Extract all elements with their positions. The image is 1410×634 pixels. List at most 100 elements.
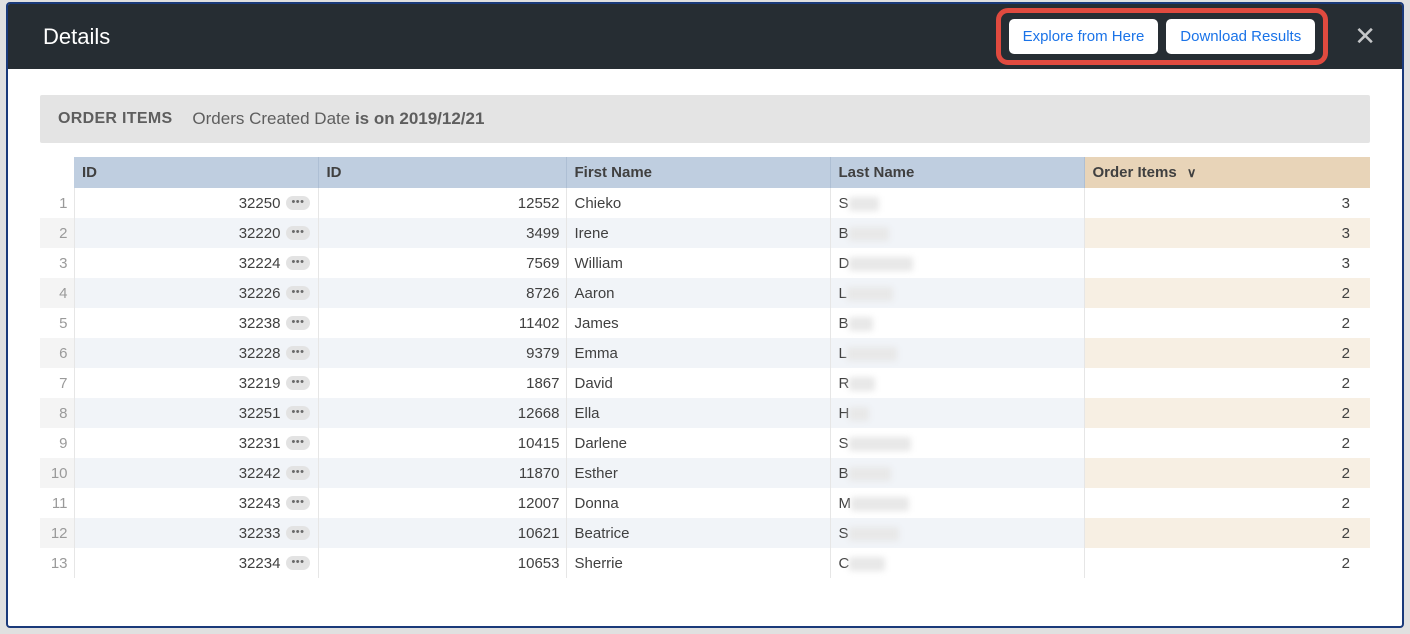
cell-order-items[interactable]: 2 (1084, 398, 1370, 428)
cell-order-items[interactable]: 2 (1084, 368, 1370, 398)
table-row[interactable]: 932231•••10415DarleneSxxxx2 (40, 428, 1370, 458)
cell-last-name[interactable]: Sxxxx (830, 518, 1084, 548)
cell-id1[interactable]: 32238••• (74, 308, 318, 338)
explore-from-here-button[interactable]: Explore from Here (1009, 19, 1159, 54)
cell-order-items[interactable]: 2 (1084, 518, 1370, 548)
cell-first-name[interactable]: Ella (566, 398, 830, 428)
cell-last-name[interactable]: Sxxxx (830, 188, 1084, 218)
cell-first-name[interactable]: Chieko (566, 188, 830, 218)
table-row[interactable]: 332224•••7569WilliamDxxxx3 (40, 248, 1370, 278)
cell-first-name[interactable]: William (566, 248, 830, 278)
cell-last-name[interactable]: Bxxxx (830, 218, 1084, 248)
cell-id2[interactable]: 7569 (318, 248, 566, 278)
row-actions-icon[interactable]: ••• (286, 196, 309, 210)
table-row[interactable]: 632228•••9379EmmaLxxxx2 (40, 338, 1370, 368)
col-header-first-name[interactable]: First Name (566, 157, 830, 188)
cell-id2[interactable]: 12007 (318, 488, 566, 518)
cell-last-name[interactable]: Rxxxx (830, 368, 1084, 398)
cell-id1[interactable]: 32250••• (74, 188, 318, 218)
cell-order-items[interactable]: 3 (1084, 218, 1370, 248)
cell-order-items[interactable]: 3 (1084, 248, 1370, 278)
cell-id2[interactable]: 12668 (318, 398, 566, 428)
cell-first-name[interactable]: David (566, 368, 830, 398)
cell-id2[interactable]: 9379 (318, 338, 566, 368)
cell-order-items[interactable]: 2 (1084, 428, 1370, 458)
cell-id1[interactable]: 32224••• (74, 248, 318, 278)
cell-id2[interactable]: 10621 (318, 518, 566, 548)
row-actions-icon[interactable]: ••• (286, 376, 309, 390)
cell-last-name[interactable]: Lxxxx (830, 338, 1084, 368)
cell-id1[interactable]: 32251••• (74, 398, 318, 428)
row-actions-icon[interactable]: ••• (286, 496, 309, 510)
col-header-last-name[interactable]: Last Name (830, 157, 1084, 188)
table-row[interactable]: 132250•••12552ChiekoSxxxx3 (40, 188, 1370, 218)
cell-id2[interactable]: 11402 (318, 308, 566, 338)
cell-last-name[interactable]: Lxxxx (830, 278, 1084, 308)
cell-first-name[interactable]: James (566, 308, 830, 338)
cell-order-items[interactable]: 2 (1084, 548, 1370, 578)
row-actions-icon[interactable]: ••• (286, 256, 309, 270)
cell-order-items[interactable]: 2 (1084, 308, 1370, 338)
cell-id2[interactable]: 10415 (318, 428, 566, 458)
table-row[interactable]: 1132243•••12007DonnaMxxxx2 (40, 488, 1370, 518)
cell-last-name[interactable]: Dxxxx (830, 248, 1084, 278)
cell-id2[interactable]: 11870 (318, 458, 566, 488)
cell-last-name[interactable]: Bxxxx (830, 308, 1084, 338)
cell-id1[interactable]: 32231••• (74, 428, 318, 458)
cell-id2[interactable]: 10653 (318, 548, 566, 578)
cell-first-name[interactable]: Aaron (566, 278, 830, 308)
row-actions-icon[interactable]: ••• (286, 466, 309, 480)
row-actions-icon[interactable]: ••• (286, 526, 309, 540)
cell-id2[interactable]: 8726 (318, 278, 566, 308)
cell-order-items[interactable]: 2 (1084, 458, 1370, 488)
cell-id1[interactable]: 32220••• (74, 218, 318, 248)
table-row[interactable]: 732219•••1867DavidRxxxx2 (40, 368, 1370, 398)
cell-first-name[interactable]: Sherrie (566, 548, 830, 578)
row-actions-icon[interactable]: ••• (286, 226, 309, 240)
cell-last-name[interactable]: Mxxxx (830, 488, 1084, 518)
cell-last-name[interactable]: Bxxxx (830, 458, 1084, 488)
table-row[interactable]: 232220•••3499IreneBxxxx3 (40, 218, 1370, 248)
table-row[interactable]: 432226•••8726AaronLxxxx2 (40, 278, 1370, 308)
cell-id1[interactable]: 32228••• (74, 338, 318, 368)
cell-first-name[interactable]: Darlene (566, 428, 830, 458)
table-row[interactable]: 1332234•••10653SherrieCxxxx2 (40, 548, 1370, 578)
col-header-order-items[interactable]: Order Items ∨ (1084, 157, 1370, 188)
cell-order-items[interactable]: 3 (1084, 188, 1370, 218)
cell-id2[interactable]: 3499 (318, 218, 566, 248)
table-row[interactable]: 1032242•••11870EstherBxxxx2 (40, 458, 1370, 488)
cell-last-name[interactable]: Sxxxx (830, 428, 1084, 458)
table-row[interactable]: 532238•••11402JamesBxxxx2 (40, 308, 1370, 338)
cell-first-name[interactable]: Irene (566, 218, 830, 248)
cell-order-items[interactable]: 2 (1084, 338, 1370, 368)
close-icon[interactable]: ✕ (1350, 17, 1380, 56)
cell-id2[interactable]: 12552 (318, 188, 566, 218)
cell-first-name[interactable]: Esther (566, 458, 830, 488)
cell-first-name[interactable]: Beatrice (566, 518, 830, 548)
row-actions-icon[interactable]: ••• (286, 556, 309, 570)
cell-id1[interactable]: 32219••• (74, 368, 318, 398)
row-actions-icon[interactable]: ••• (286, 316, 309, 330)
row-actions-icon[interactable]: ••• (286, 346, 309, 360)
cell-id2[interactable]: 1867 (318, 368, 566, 398)
cell-id1[interactable]: 32234••• (74, 548, 318, 578)
download-results-button[interactable]: Download Results (1166, 19, 1315, 54)
cell-id1[interactable]: 32243••• (74, 488, 318, 518)
last-name-initial: H (839, 405, 850, 422)
cell-id1[interactable]: 32226••• (74, 278, 318, 308)
table-row[interactable]: 1232233•••10621BeatriceSxxxx2 (40, 518, 1370, 548)
row-actions-icon[interactable]: ••• (286, 406, 309, 420)
cell-id1[interactable]: 32242••• (74, 458, 318, 488)
row-actions-icon[interactable]: ••• (286, 436, 309, 450)
cell-last-name[interactable]: Cxxxx (830, 548, 1084, 578)
table-row[interactable]: 832251•••12668EllaHxxxx2 (40, 398, 1370, 428)
cell-order-items[interactable]: 2 (1084, 278, 1370, 308)
cell-first-name[interactable]: Emma (566, 338, 830, 368)
cell-first-name[interactable]: Donna (566, 488, 830, 518)
cell-last-name[interactable]: Hxxxx (830, 398, 1084, 428)
col-header-id1[interactable]: ID (74, 157, 318, 188)
row-actions-icon[interactable]: ••• (286, 286, 309, 300)
cell-id1[interactable]: 32233••• (74, 518, 318, 548)
cell-order-items[interactable]: 2 (1084, 488, 1370, 518)
col-header-id2[interactable]: ID (318, 157, 566, 188)
